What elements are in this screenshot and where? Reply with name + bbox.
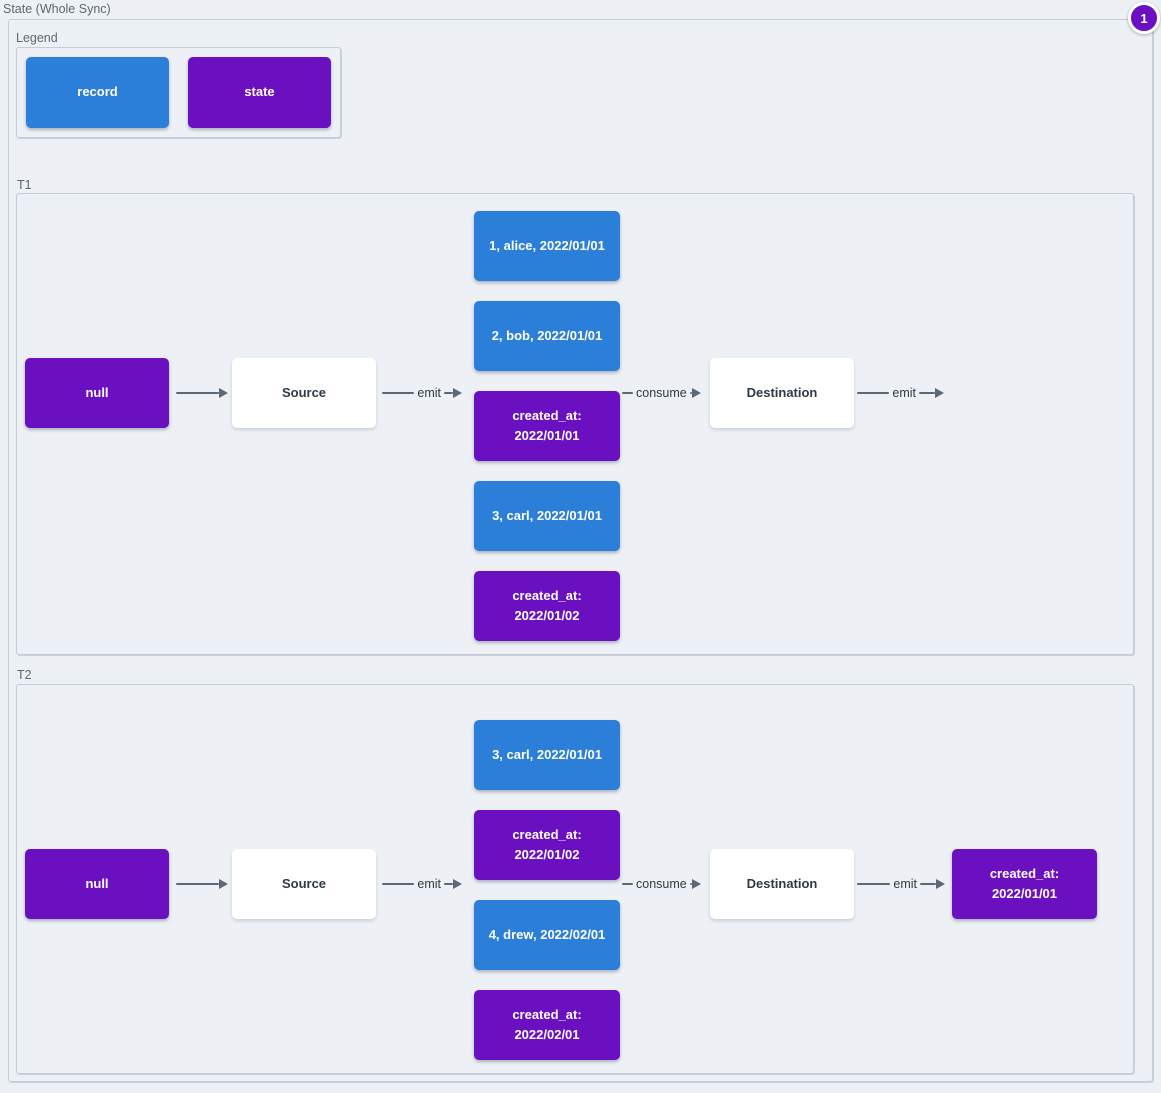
arrowhead-icon [935, 388, 944, 398]
arrowhead-icon [219, 388, 228, 398]
source-node: Source [232, 358, 376, 428]
message-node: 2, bob, 2022/01/01 [474, 301, 620, 371]
section-t2-label: T2 [17, 668, 32, 682]
message-node: 3, carl, 2022/01/01 [474, 481, 620, 551]
edge-label: emit [417, 386, 441, 400]
arrowhead-icon [453, 388, 462, 398]
message-node: created_at: 2022/02/01 [474, 990, 620, 1060]
message-node: created_at: 2022/01/02 [474, 571, 620, 641]
edge-line [382, 882, 415, 886]
edge-source-emit: emit [382, 381, 462, 405]
edge-label: emit [893, 877, 917, 891]
edge-line [689, 882, 692, 886]
edge-destination-emit: emit [857, 381, 944, 405]
arrowhead-icon [691, 879, 701, 889]
arrowhead-icon [453, 879, 462, 889]
annotation-badge: 1 [1128, 2, 1160, 34]
legend-frame [16, 47, 341, 138]
edge-line [857, 882, 891, 886]
edge-line [622, 391, 633, 395]
edge-line [382, 391, 415, 395]
edge-null-to-source [176, 872, 228, 896]
message-node: created_at: 2022/01/01 [474, 391, 620, 461]
edge-line [622, 882, 633, 886]
edge-line [857, 391, 890, 395]
edge-line [444, 882, 453, 886]
message-node: 3, carl, 2022/01/01 [474, 720, 620, 790]
diagram-title: State (Whole Sync) [3, 2, 111, 16]
message-node: 1, alice, 2022/01/01 [474, 211, 620, 281]
edge-label: consume [636, 386, 687, 400]
legend-record-node: record [26, 57, 169, 128]
arrowhead-icon [691, 388, 701, 398]
edge-label: emit [417, 877, 441, 891]
edge-consume: consume [622, 872, 706, 896]
legend-title: Legend [16, 31, 58, 45]
edge-null-to-source [176, 381, 228, 405]
edge-line [444, 391, 453, 395]
edge-line [176, 391, 219, 395]
edge-destination-emit: emit [857, 872, 945, 896]
section-t2-frame [16, 684, 1134, 1074]
edge-consume: consume [622, 381, 706, 405]
edge-source-emit: emit [382, 872, 462, 896]
legend-state-node: state [188, 57, 331, 128]
arrowhead-icon [936, 879, 945, 889]
arrowhead-icon [219, 879, 228, 889]
output-state-node: created_at: 2022/01/01 [952, 849, 1097, 919]
edge-line [176, 882, 219, 886]
source-node: Source [232, 849, 376, 919]
edge-label: consume [636, 877, 687, 891]
section-t1-frame [16, 193, 1134, 655]
message-node: 4, drew, 2022/02/01 [474, 900, 620, 970]
section-t1-label: T1 [17, 178, 32, 192]
input-state-node: null [25, 358, 169, 428]
input-state-node: null [25, 849, 169, 919]
destination-node: Destination [710, 358, 854, 428]
edge-line [919, 391, 935, 395]
edge-line [689, 391, 692, 395]
destination-node: Destination [710, 849, 854, 919]
message-node: created_at: 2022/01/02 [474, 810, 620, 880]
edge-line [920, 882, 936, 886]
outer-frame [8, 19, 1153, 1082]
edge-label: emit [892, 386, 916, 400]
